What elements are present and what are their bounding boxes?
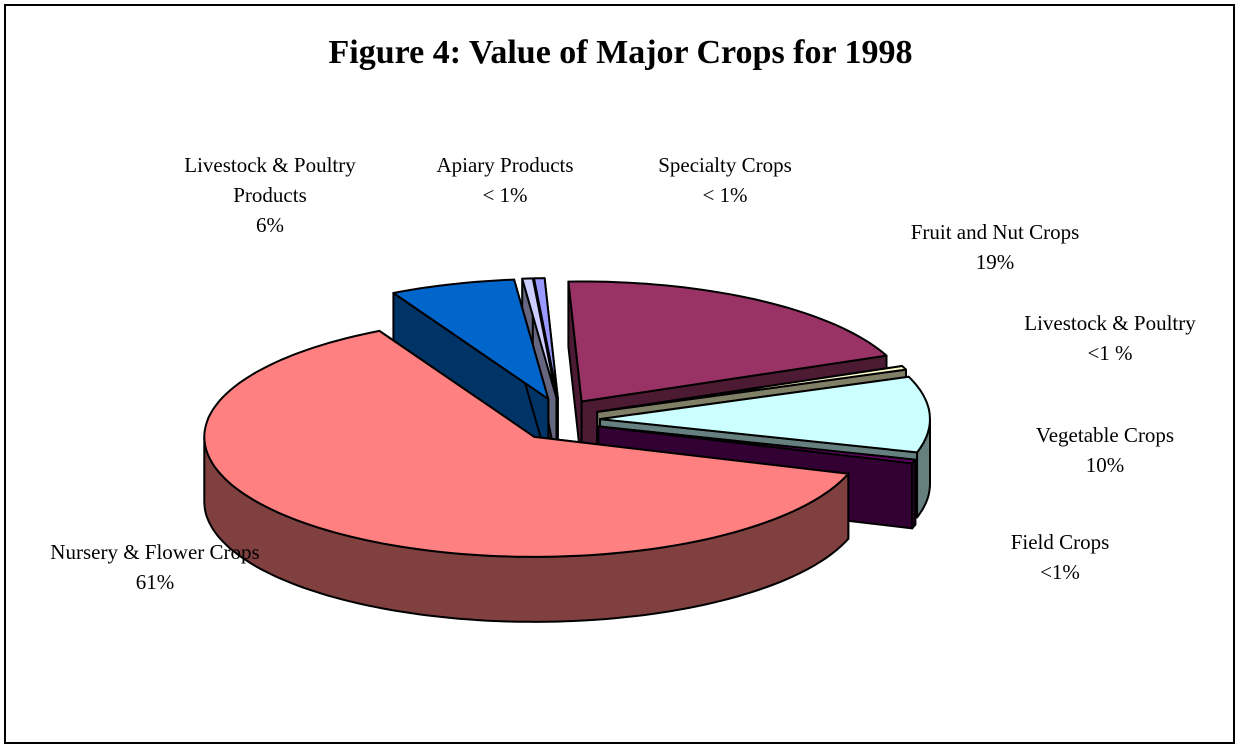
category-label: Field Crops [1010, 530, 1110, 554]
value-label: <1 % [1087, 341, 1133, 365]
slice-label: Vegetable Crops 10% [995, 420, 1215, 480]
slice-label: Apiary Products < 1% [405, 150, 605, 210]
slice [521, 277, 558, 400]
value-label: 19% [975, 250, 1015, 274]
category-label: Apiary Products [436, 153, 574, 177]
category-label: Nursery & Flower Crops [50, 540, 260, 564]
category-label: Specialty Crops [658, 153, 792, 177]
value-label: 10% [1085, 453, 1125, 477]
slice [596, 365, 907, 413]
slice-label: Nursery & Flower Crops 61% [45, 537, 265, 597]
category-label: Vegetable Crops [1035, 423, 1175, 447]
category-label: Livestock & Poultry [1024, 311, 1196, 335]
slice [533, 277, 559, 399]
slice-label: Livestock & Poultry Products 6% [150, 150, 390, 240]
slice [597, 425, 917, 465]
value-label: < 1% [702, 183, 748, 207]
value-label: 61% [135, 570, 175, 594]
category-label: Fruit and Nut Crops [910, 220, 1080, 244]
slice [392, 278, 550, 400]
slice-label: Fruit and Nut Crops 19% [875, 217, 1115, 277]
value-label: 6% [256, 213, 284, 237]
slice-label: Specialty Crops < 1% [625, 150, 825, 210]
slice-side [911, 458, 917, 530]
value-label: < 1% [482, 183, 528, 207]
slice [599, 375, 931, 454]
slice-label: Livestock & Poultry <1 % [980, 308, 1240, 368]
slice [567, 280, 888, 403]
chart-title: Figure 4: Value of Major Crops for 1998 [328, 34, 913, 71]
slice-label: Field Crops <1% [960, 527, 1160, 587]
category-label: Livestock & Poultry Products [184, 153, 356, 207]
value-label: <1% [1040, 560, 1080, 584]
slice [203, 329, 850, 558]
